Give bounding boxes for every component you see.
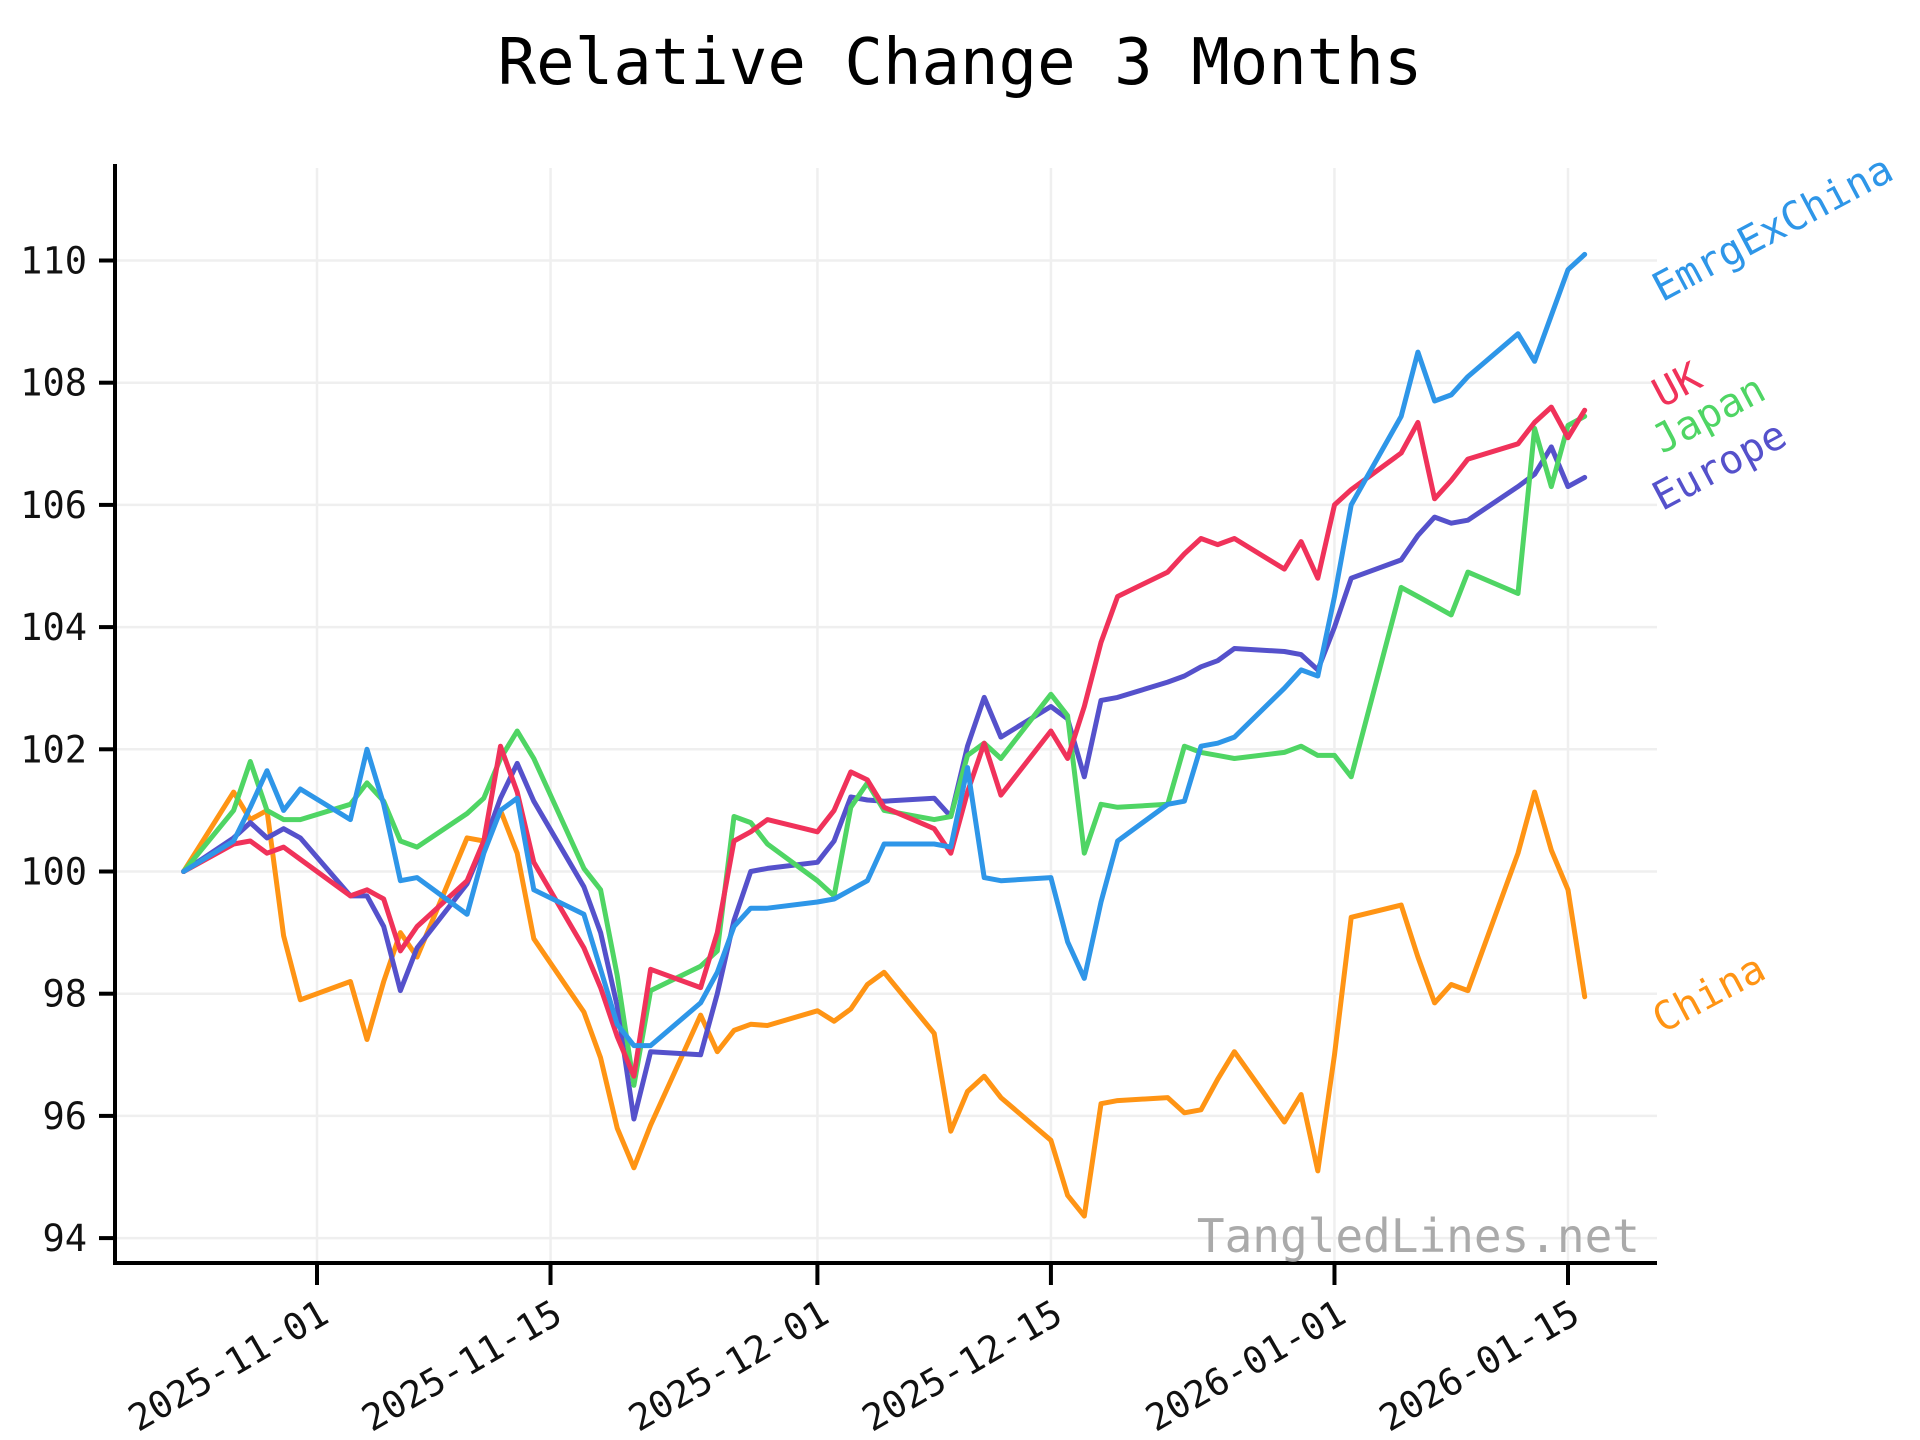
x-tick-label: 2025-11-15: [355, 1292, 569, 1440]
x-tick-label: 2026-01-15: [1372, 1292, 1586, 1440]
y-tick-label: 106: [20, 484, 87, 527]
series-line-uk: [181, 404, 1588, 1079]
y-tick-label: 110: [20, 240, 87, 283]
y-tick-label: 96: [42, 1095, 87, 1138]
gridlines: [115, 168, 1657, 1263]
y-tick-label: 98: [42, 973, 87, 1016]
chart-title: Relative Change 3 Months: [498, 26, 1423, 100]
series-line-europe: [181, 444, 1588, 1122]
end-label-china: China: [1645, 945, 1773, 1042]
series-lines: [181, 251, 1588, 1219]
series-line-china: [181, 789, 1588, 1219]
series-line-japan: [181, 413, 1588, 1088]
watermark-text: TangledLines.net: [1197, 1209, 1640, 1263]
y-tick-label: 100: [20, 851, 87, 894]
x-tick-label: 2025-12-01: [621, 1292, 835, 1440]
y-tick-label: 102: [20, 728, 87, 771]
x-tick-label: 2025-11-01: [121, 1292, 335, 1440]
series-line-emrgexchina: [181, 251, 1588, 1049]
y-tick-label: 94: [42, 1217, 87, 1260]
x-tick-label: 2025-12-15: [855, 1292, 1069, 1440]
end-label-emrgexchina: EmrgExChina: [1645, 146, 1900, 311]
y-tick-label: 108: [20, 362, 87, 405]
y-tick-label: 104: [20, 606, 87, 649]
x-tick-label: 2026-01-01: [1139, 1292, 1353, 1440]
